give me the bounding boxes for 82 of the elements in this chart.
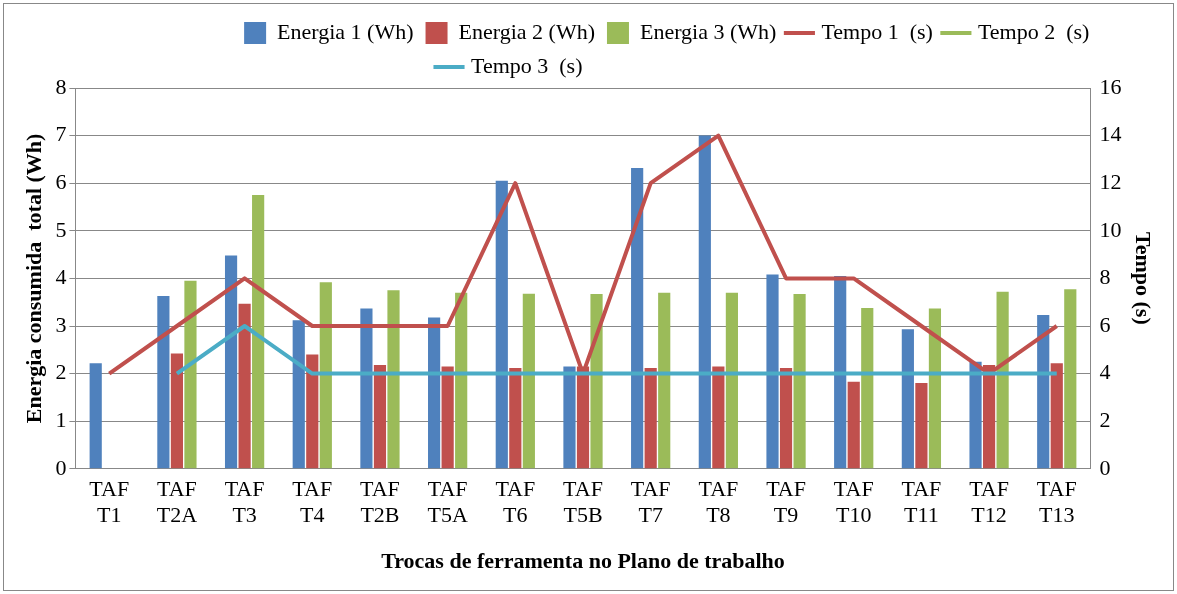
legend-label: Energia 1 (Wh) [277,18,414,44]
y-tick-label: 1 [55,406,67,432]
bar [306,354,319,469]
bar [563,366,576,469]
bar [360,308,373,469]
y2-tick-label: 0 [1099,454,1111,480]
y2-tick-label: 14 [1099,121,1122,147]
bar [522,293,535,469]
bar [969,361,982,469]
y-tick-label: 4 [55,264,67,290]
bar [441,366,454,469]
bar [644,367,657,469]
x-tick-label: TAF T2B [360,475,400,528]
bar [915,383,928,469]
x-tick-label: TAF T6 [495,475,536,528]
bar [1064,289,1077,469]
y2-tick-label: 6 [1099,311,1111,337]
bar [387,290,400,469]
bar [224,255,238,469]
x-tick-label: TAF T13 [1036,475,1077,528]
bar [631,167,644,469]
bar [157,296,170,469]
y2-axis-title: Tempo (s) [1131,232,1157,325]
bar [996,291,1009,469]
legend-label: Tempo 1 (s) [821,18,933,44]
bar [319,282,332,469]
bar [89,363,102,469]
x-tick-label: TAF T8 [698,475,739,528]
bar [428,317,441,469]
bar [725,292,738,469]
bar [238,303,251,469]
bar [373,365,387,469]
x-tick-label: TAF T5A [427,475,468,528]
bar [658,292,671,469]
bar [1037,315,1050,469]
bar [170,353,184,469]
bar [590,294,603,469]
x-tick-label: TAF T4 [292,475,333,528]
y-tick-label: 2 [55,359,67,385]
x-tick-label: TAF T11 [901,475,942,528]
bar [184,280,197,469]
y2-tick-label: 4 [1099,359,1111,385]
bar [779,367,793,469]
bar [509,367,522,469]
y-tick-label: 7 [55,121,67,147]
bar [861,307,874,469]
bar [455,292,468,469]
bar [1050,363,1063,469]
bar [928,308,942,469]
bar [766,274,779,469]
bar [793,294,806,469]
x-tick-label: TAF T7 [630,475,671,528]
bar [901,329,914,469]
legend-label: Energia 2 (Wh) [458,18,595,44]
bar [847,381,860,469]
y2-tick-label: 8 [1099,264,1111,290]
x-tick-label: TAF T1 [89,475,130,528]
bar [698,135,711,469]
x-tick-label: TAF T9 [766,475,806,528]
bar [292,320,305,469]
y-tick-label: 0 [55,454,67,480]
y-tick-label: 6 [55,168,67,194]
bar [712,366,725,469]
bar [495,180,508,469]
y2-tick-label: 16 [1099,73,1122,99]
x-tick-label: TAF T5B [563,475,603,528]
y-axis-title: Energia consumida total (Wh) [20,133,46,424]
x-tick-label: TAF T10 [833,475,874,528]
x-axis-title: Trocas de ferramenta no Plano de trabalho [381,548,785,574]
legend-label: Energia 3 (Wh) [639,18,777,44]
x-tick-label: TAF T2A [156,475,198,528]
y-tick-label: 8 [55,73,67,99]
y2-tick-label: 2 [1099,406,1111,432]
x-tick-label: TAF T12 [969,475,1009,528]
legend-label: Tempo 3 (s) [471,52,583,78]
y-tick-label: 5 [55,216,67,242]
x-tick-label: TAF T3 [224,475,265,528]
y2-tick-label: 10 [1099,216,1122,242]
y2-tick-label: 12 [1099,168,1122,194]
bar [252,195,265,469]
legend-label: Tempo 2 (s) [977,18,1090,44]
y-tick-label: 3 [55,311,67,337]
